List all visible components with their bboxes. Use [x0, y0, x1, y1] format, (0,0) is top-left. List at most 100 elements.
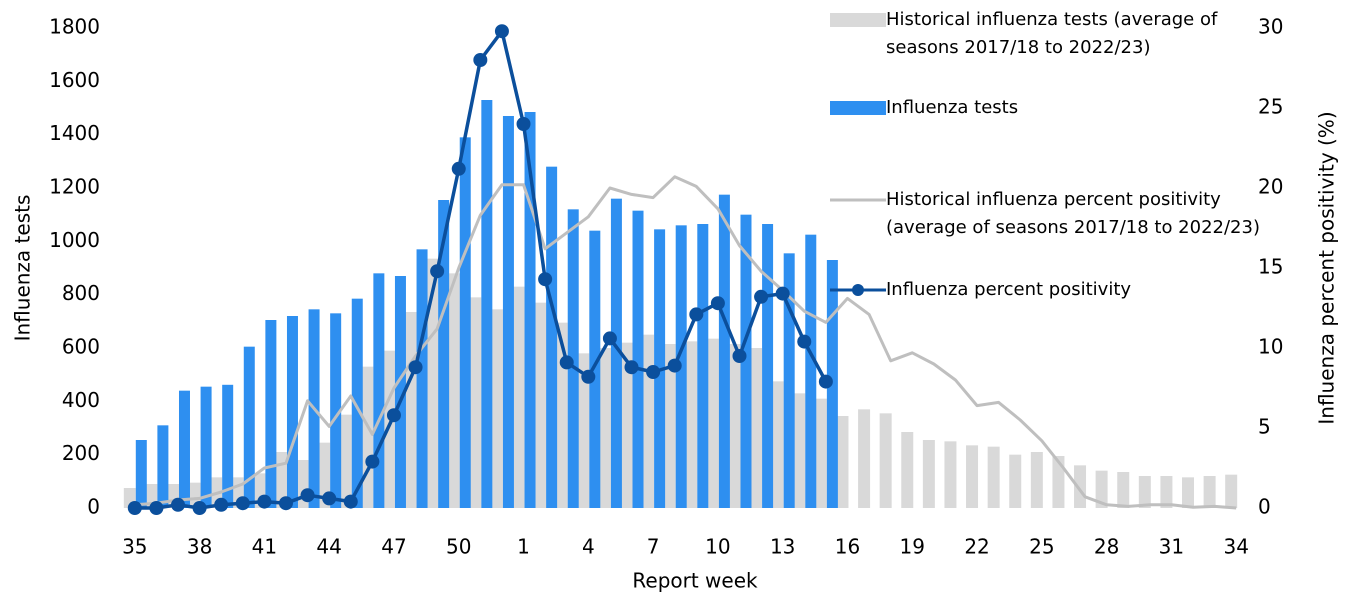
marker: [300, 488, 315, 503]
bar: [265, 320, 277, 508]
y2-tick-label: 5: [1258, 415, 1271, 439]
bar: [663, 344, 676, 508]
bar: [697, 224, 709, 508]
bar: [404, 312, 417, 508]
bar: [394, 276, 406, 508]
bar: [836, 416, 849, 508]
marker: [818, 374, 833, 389]
y-tick-label: 200: [62, 441, 100, 465]
bar: [555, 322, 568, 508]
bar: [438, 200, 450, 508]
marker: [127, 501, 142, 515]
y-tick-label: 800: [62, 281, 100, 305]
bar: [642, 334, 655, 508]
legend-item: Influenza tests: [830, 94, 1260, 122]
marker: [278, 496, 293, 511]
x-tick-label: 7: [647, 535, 660, 559]
bar: [1095, 470, 1108, 508]
bar: [1117, 472, 1130, 508]
legend-item: Historical influenza percent positivity …: [830, 186, 1260, 242]
bar: [589, 230, 601, 508]
legend-swatch: [830, 13, 886, 27]
bar: [771, 381, 784, 508]
legend-swatch: [830, 198, 886, 202]
bar: [718, 194, 730, 508]
y-tick-label: 1400: [49, 121, 100, 145]
bar: [750, 348, 763, 508]
marker: [386, 408, 401, 423]
x-tick-label: 38: [187, 535, 212, 559]
bar: [459, 137, 471, 509]
bar: [728, 344, 741, 508]
bar: [524, 112, 536, 508]
bar: [966, 445, 979, 508]
bar: [490, 309, 503, 508]
legend-swatch: [830, 284, 886, 296]
bar: [901, 432, 914, 508]
x-axis-title: Report week: [632, 569, 758, 593]
line: [134, 175, 1237, 510]
x-tick-label: 31: [1159, 535, 1184, 559]
x-tick-label: 16: [835, 535, 860, 559]
swatch: [830, 101, 886, 115]
marker: [430, 264, 445, 279]
bar: [793, 393, 806, 508]
bar: [1225, 474, 1238, 508]
bar: [361, 366, 374, 508]
bar: [286, 316, 298, 508]
bar: [1052, 456, 1065, 508]
bar: [610, 198, 622, 508]
bar: [858, 409, 871, 508]
bar: [577, 353, 590, 508]
y-tick-label: 1600: [49, 68, 100, 92]
bar: [1138, 476, 1151, 508]
legend-label: Historical influenza percent positivity …: [886, 189, 1260, 238]
bar: [339, 414, 352, 508]
bar: [546, 166, 558, 508]
bar: [567, 209, 579, 509]
marker: [322, 491, 337, 506]
bar: [222, 384, 234, 508]
bar: [1182, 477, 1195, 508]
bar: [469, 297, 482, 508]
marker: [214, 497, 229, 512]
bar: [879, 413, 892, 508]
marker: [494, 24, 509, 39]
marker: [538, 272, 553, 287]
bar: [426, 258, 439, 508]
marker: [581, 369, 596, 384]
bar: [685, 341, 698, 508]
x-tick-label: 50: [446, 535, 471, 559]
x-tick-label: 44: [316, 535, 341, 559]
bar: [512, 286, 525, 508]
legend-item: Influenza percent positivity: [830, 276, 1260, 304]
legend-label: Historical influenza tests (average of s…: [886, 9, 1218, 58]
bar: [922, 440, 935, 508]
marker: [365, 454, 380, 469]
x-tick-label: 4: [582, 535, 595, 559]
y-axis-title: Influenza tests: [11, 195, 35, 342]
marker: [646, 365, 661, 379]
x-tick-label: 35: [122, 535, 147, 559]
marker: [343, 494, 358, 509]
marker: [473, 53, 488, 67]
bar: [632, 210, 644, 508]
bar: [805, 234, 817, 508]
bar: [330, 313, 342, 508]
bar: [1203, 476, 1216, 508]
bar: [944, 441, 957, 508]
legend-item: Historical influenza tests (average of s…: [830, 6, 1260, 62]
bar: [1030, 452, 1043, 508]
marker: [710, 296, 725, 311]
x-tick-label: 1: [517, 535, 530, 559]
marker: [797, 334, 812, 349]
y2-tick-label: 0: [1258, 495, 1271, 519]
marker: [149, 501, 164, 515]
y-tick-label: 1000: [49, 228, 100, 252]
bar: [1074, 465, 1087, 508]
x-tick-label: 25: [1029, 535, 1054, 559]
marker: [775, 286, 790, 301]
bar: [135, 440, 147, 508]
